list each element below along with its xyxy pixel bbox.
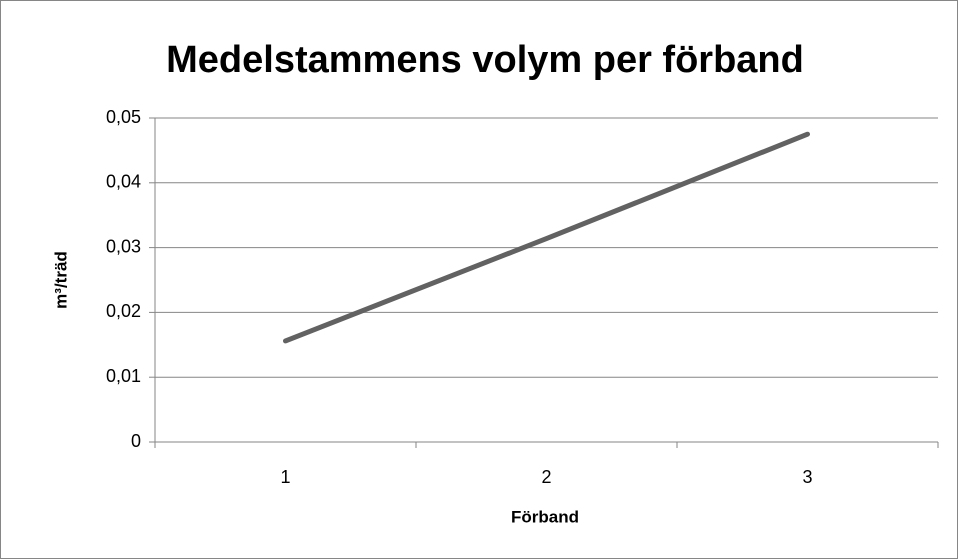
y-tick-label: 0 [131, 431, 141, 451]
y-tick-label: 0,01 [106, 366, 141, 386]
y-axis-title: m³/träd [51, 251, 70, 309]
y-tick-label: 0,04 [106, 172, 141, 192]
y-tick-label: 0,02 [106, 301, 141, 321]
x-tick-label: 3 [802, 467, 812, 487]
data-line [283, 131, 810, 344]
y-tick-label: 0,05 [106, 107, 141, 127]
x-axis-title: Förband [511, 507, 579, 526]
x-tick-label: 2 [541, 467, 551, 487]
y-tick-label: 0,03 [106, 236, 141, 256]
chart-title: Medelstammens volym per förband [166, 39, 804, 81]
x-tick-label: 1 [280, 467, 290, 487]
